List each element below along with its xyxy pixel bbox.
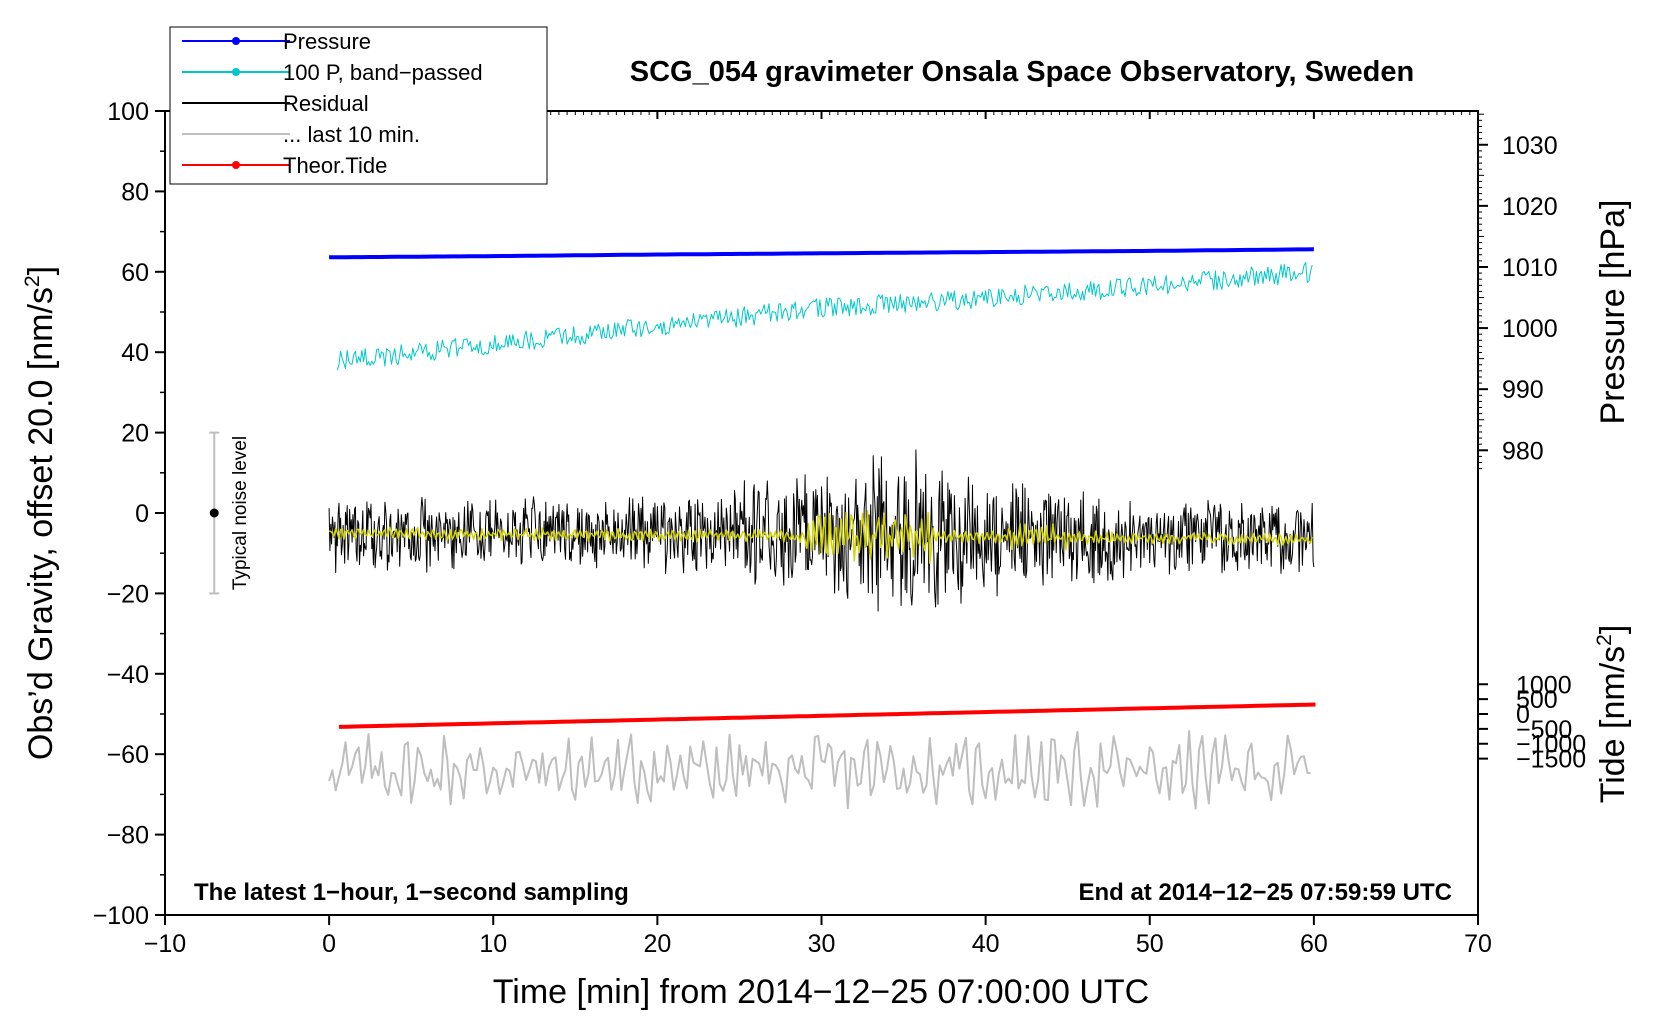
y-tick-label: 60 [121,259,149,287]
pressure-line [329,247,1314,260]
residual-smoothed-line [328,509,1313,564]
tide-axis-label: Tide [nm/s2] [1593,625,1632,804]
y-tick-label: 20 [121,420,149,448]
x-tick-label: 50 [1136,930,1164,958]
pressure-tick-label: 990 [1502,376,1544,404]
y-tick-label: 0 [135,500,149,528]
y-axis-label-end: ] [22,266,60,275]
x-tick-label: 20 [643,930,671,958]
pressure-tick-label: 1020 [1502,193,1558,221]
tide-tick-label: 500 [1516,686,1558,714]
x-tick-label: 70 [1464,930,1492,958]
tide-tick-label: −1000 [1516,731,1586,759]
legend-marker [232,37,240,45]
x-tick-label: 60 [1300,930,1328,958]
y-tick-label: −20 [107,580,149,608]
chart-title: SCG_054 gravimeter Onsala Space Observat… [630,56,1414,88]
residual-line [328,449,1315,612]
pressure-tick-label: 1030 [1502,132,1558,160]
y-tick-label: 100 [107,98,149,126]
y-tick-label: 40 [121,339,149,367]
y-tick-label: −80 [107,822,149,850]
last-10-min-line [328,730,1311,810]
y-tick-label: 80 [121,178,149,206]
y-tick-label: −40 [107,661,149,689]
axes-layer: −10 0 10 20 30 40 50 60 70−100−80−60−40−20020406… [93,98,1587,958]
pressure-tick-label: 980 [1502,437,1544,465]
noise-bar-dot [209,508,219,518]
y-tick-label: −60 [107,741,149,769]
y-tick-label: −100 [93,902,149,930]
pressure-axis-label: Pressure [hPa] [1594,200,1632,425]
x-tick-label: 30 [808,930,836,958]
theoretical-tide-line [338,702,1316,729]
noise-level-indicator [209,431,220,595]
legend-label: ... last 10 min. [283,122,420,147]
y-axis-label-main: Obs’d Gravity, offset 20.0 [nm/s [22,287,60,760]
tide-tick-label: 0 [1516,701,1530,729]
end-time-note: End at 2014−12−25 07:59:59 UTC [1078,879,1452,906]
band-passed-pressure-line [336,262,1313,371]
pressure-tick-label: 1010 [1502,254,1558,282]
legend-marker [232,68,240,76]
tide-tick-label: −1500 [1516,746,1586,774]
y-axis-label-sup: 2 [21,275,44,287]
sampling-note: The latest 1−hour, 1−second sampling [194,879,629,906]
x-axis-label: Time [min] from 2014−12−25 07:00:00 UTC [493,973,1149,1011]
tide-tick-label: −500 [1516,716,1572,744]
x-tick-label: 10 [479,930,507,958]
legend-label: Pressure [283,29,371,54]
legend-marker [232,161,240,169]
series-layer [328,247,1316,810]
tide-tick-label: 1000 [1516,671,1572,699]
legend-box [169,26,548,185]
legend-label: Theor.Tide [283,153,387,178]
x-tick-label: 40 [972,930,1000,958]
tide-axis-label-sup: 2 [1593,634,1616,646]
x-tick-label: 0 [322,930,336,958]
pressure-tick-label: 1000 [1502,315,1558,343]
legend-label: 100 P, band−passed [283,60,483,85]
legend: Pressure 100 P, band−passed Residual ... la… [169,26,548,185]
tide-axis-label-main: Tide [nm/s [1594,646,1632,803]
noise-level-label: Typical noise level [230,436,251,590]
legend-label: Residual [283,91,369,116]
tide-axis-label-end: ] [1594,625,1632,634]
y-axis-label: Obs’d Gravity, offset 20.0 [nm/s2] [21,266,60,760]
x-tick-label: −10 [144,930,186,958]
